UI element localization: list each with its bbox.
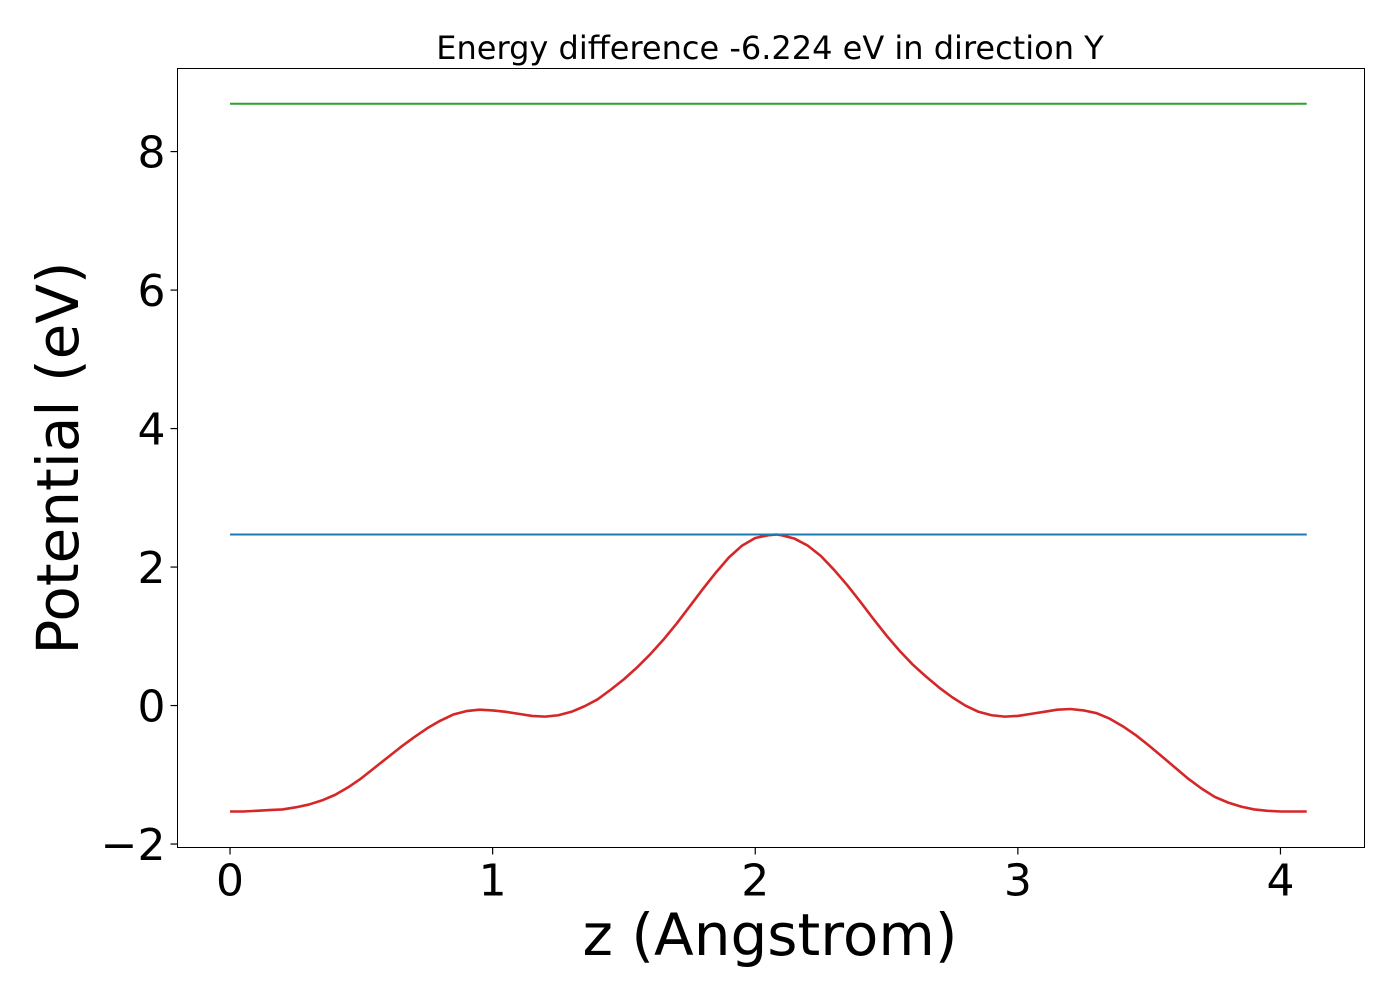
- series-group: [230, 102, 1307, 813]
- x-tick-label: 4: [1266, 856, 1294, 907]
- y-axis-label: Potential (eV): [24, 261, 92, 654]
- series-line-0: [230, 533, 1307, 813]
- x-tick-label: 1: [479, 856, 507, 907]
- y-tick-label: 6: [138, 266, 166, 317]
- x-tick-label: 0: [216, 856, 244, 907]
- x-axis-label: z (Angstrom): [583, 901, 958, 969]
- y-tick-label: 2: [138, 543, 166, 594]
- y-tick-label: −2: [101, 820, 166, 871]
- y-tick-label: 4: [138, 405, 166, 456]
- plot-frame: [177, 68, 1365, 848]
- x-tick-label: 2: [741, 856, 769, 907]
- x-tick-label: 3: [1004, 856, 1032, 907]
- chart-title: Energy difference -6.224 eV in direction…: [436, 29, 1104, 67]
- y-axis: −2 0 2 4 6 8: [101, 128, 178, 871]
- y-tick-label: 0: [138, 682, 166, 733]
- y-tick-label: 8: [138, 128, 166, 179]
- x-axis: 0 1 2 3 4: [216, 847, 1294, 907]
